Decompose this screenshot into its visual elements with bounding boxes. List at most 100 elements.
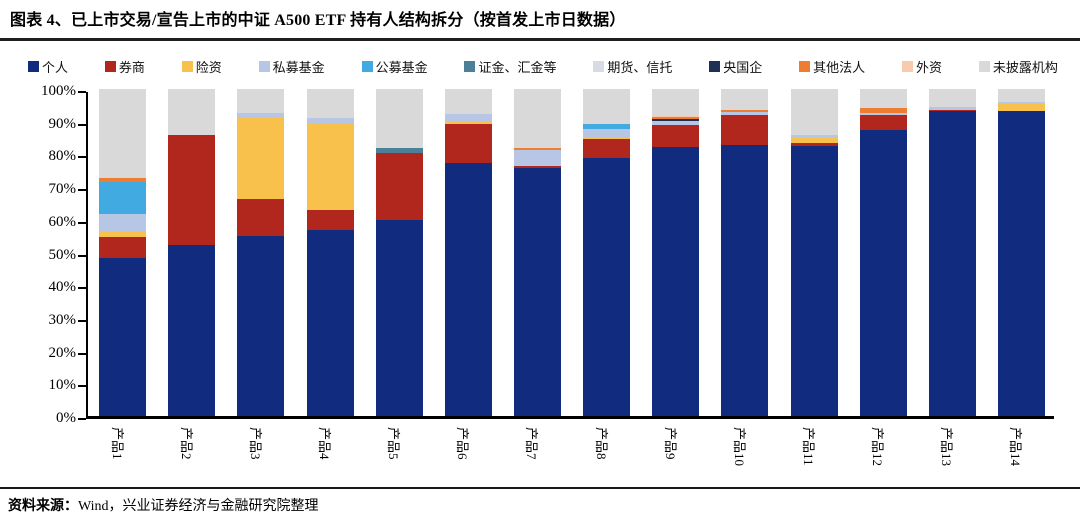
bar-segment-私募基金: [721, 111, 769, 115]
bar-segment-险资: [997, 104, 1045, 111]
bar-segment-公募基金: [99, 181, 147, 214]
bar-segment-券商: [859, 115, 907, 130]
legend-label: 证金、汇金等: [478, 60, 557, 75]
bar-segment-个人: [859, 129, 907, 416]
bar-segment-个人: [306, 229, 354, 416]
bar-segment-个人: [444, 162, 492, 416]
legend-swatch-icon: [799, 61, 811, 72]
x-axis-label-产品13: 产品13: [939, 427, 955, 467]
legend-label: 其他法人: [813, 60, 866, 75]
bar-segment-公募基金: [583, 124, 631, 129]
legend-swatch-icon: [104, 61, 116, 72]
x-axis-label-产品9: 产品9: [662, 427, 678, 460]
footer-divider: [0, 487, 1080, 489]
legend-swatch-icon: [593, 61, 605, 72]
y-tick-label: 30%: [48, 311, 77, 328]
bar-segment-私募基金: [652, 121, 700, 125]
y-tick-mark: [78, 91, 86, 93]
bar-segment-个人: [997, 110, 1045, 416]
bar-segment-券商: [168, 135, 216, 245]
plot-area: [86, 89, 1054, 419]
bar-segment-私募基金: [928, 106, 976, 110]
y-tick-mark: [78, 385, 86, 388]
bar-segment-未披露机构: [513, 89, 561, 148]
x-axis-label-产品10: 产品10: [731, 427, 747, 467]
bar-segment-券商: [444, 124, 492, 163]
y-tick-label: 90%: [48, 115, 77, 132]
legend-item-6: 期货、信托: [593, 57, 672, 76]
legend-item-5: 证金、汇金等: [464, 57, 556, 76]
y-tick-mark: [78, 221, 86, 224]
y-tick-label: 100%: [41, 83, 76, 99]
bar-segment-券商: [375, 152, 423, 221]
bar-stack-产品14: [997, 89, 1045, 416]
legend-swatch-icon: [28, 61, 39, 72]
bar-stack-产品5: [375, 89, 423, 416]
x-axis-label-产品12: 产品12: [870, 427, 886, 467]
source-note: 资料来源：Wind，兴业证券经济与金融研究院整理: [8, 495, 319, 515]
y-tick-label: 10%: [48, 377, 77, 394]
bar-segment-个人: [99, 258, 147, 416]
legend-swatch-icon: [464, 61, 476, 72]
bar-segment-私募基金: [583, 128, 631, 138]
bar-segment-个人: [513, 168, 561, 416]
bar-segment-险资: [237, 117, 285, 199]
bar-segment-券商: [513, 166, 561, 169]
y-tick-mark: [78, 123, 86, 126]
chart-legend: 个人 券商 险资 私募基金 公募基金 证金、汇金等 期货、信托 央国企 其他法人 外资 未披露机构: [28, 57, 1058, 76]
bar-segment-券商: [583, 139, 631, 159]
bar-stack-产品2: [168, 89, 216, 416]
bar-segment-其他法人: [721, 110, 769, 112]
bar-segment-险资: [99, 231, 147, 237]
bar-stack-产品11: [790, 89, 838, 416]
x-axis-label-产品8: 产品8: [593, 427, 609, 460]
y-tick-label: 80%: [48, 148, 77, 165]
y-tick-label: 60%: [48, 213, 77, 230]
x-axis-label-产品3: 产品3: [247, 427, 263, 460]
legend-swatch-icon: [361, 61, 373, 72]
bar-segment-个人: [721, 144, 769, 416]
bar-segment-未披露机构: [99, 89, 147, 179]
stacked-bar-chart: 100% 90% 80% 70% 60% 50% 40% 30% 20% 10% 0% 产品1 产品2 产…: [0, 83, 1080, 486]
bar-stack-产品3: [237, 89, 285, 416]
bar-segment-个人: [237, 235, 285, 416]
bar-segment-券商: [790, 142, 838, 146]
x-axis-label-产品5: 产品5: [386, 427, 402, 460]
bar-segment-私募基金: [444, 114, 492, 122]
legend-label: 个人: [42, 60, 69, 75]
bar-segment-未披露机构: [306, 89, 354, 118]
bar-segment-其他法人: [652, 117, 700, 120]
legend-label: 未披露机构: [992, 60, 1058, 75]
bar-segment-未披露机构: [790, 89, 838, 133]
bar-segment-期货、信托: [790, 132, 838, 136]
bar-segment-未披露机构: [444, 89, 492, 115]
y-tick-mark: [78, 352, 86, 355]
figure-title: 图表 4、已上市交易/宣告上市的中证 A500 ETF 持有人结构拆分（按首发上…: [10, 12, 626, 29]
legend-label: 私募基金: [272, 60, 325, 75]
x-axis-label-产品6: 产品6: [455, 427, 471, 460]
bar-stack-产品7: [513, 89, 561, 416]
x-axis-label-产品11: 产品11: [801, 427, 816, 466]
bar-segment-未披露机构: [237, 89, 285, 113]
bar-segment-其他法人: [513, 147, 561, 151]
bar-segment-未披露机构: [375, 89, 423, 148]
bar-segment-险资: [790, 137, 838, 143]
source-text: Wind，兴业证券经济与金融研究院整理: [78, 499, 319, 514]
x-axis-label-产品1: 产品1: [109, 427, 125, 460]
legend-label: 外资: [916, 60, 943, 75]
bar-stack-产品9: [652, 89, 700, 416]
bar-segment-券商: [652, 124, 700, 147]
legend-swatch-icon: [709, 61, 721, 72]
bar-segment-个人: [928, 110, 976, 416]
bar-segment-个人: [583, 158, 631, 416]
y-tick-label: 20%: [48, 344, 77, 361]
bar-stack-产品4: [306, 89, 354, 416]
bar-segment-券商: [99, 236, 147, 259]
bar-segment-未披露机构: [652, 89, 700, 117]
bar-stack-产品13: [928, 89, 976, 416]
bar-stack-产品6: [444, 89, 492, 416]
legend-swatch-icon: [181, 61, 193, 72]
bar-segment-私募基金: [99, 213, 147, 232]
bar-segment-险资: [306, 124, 354, 210]
